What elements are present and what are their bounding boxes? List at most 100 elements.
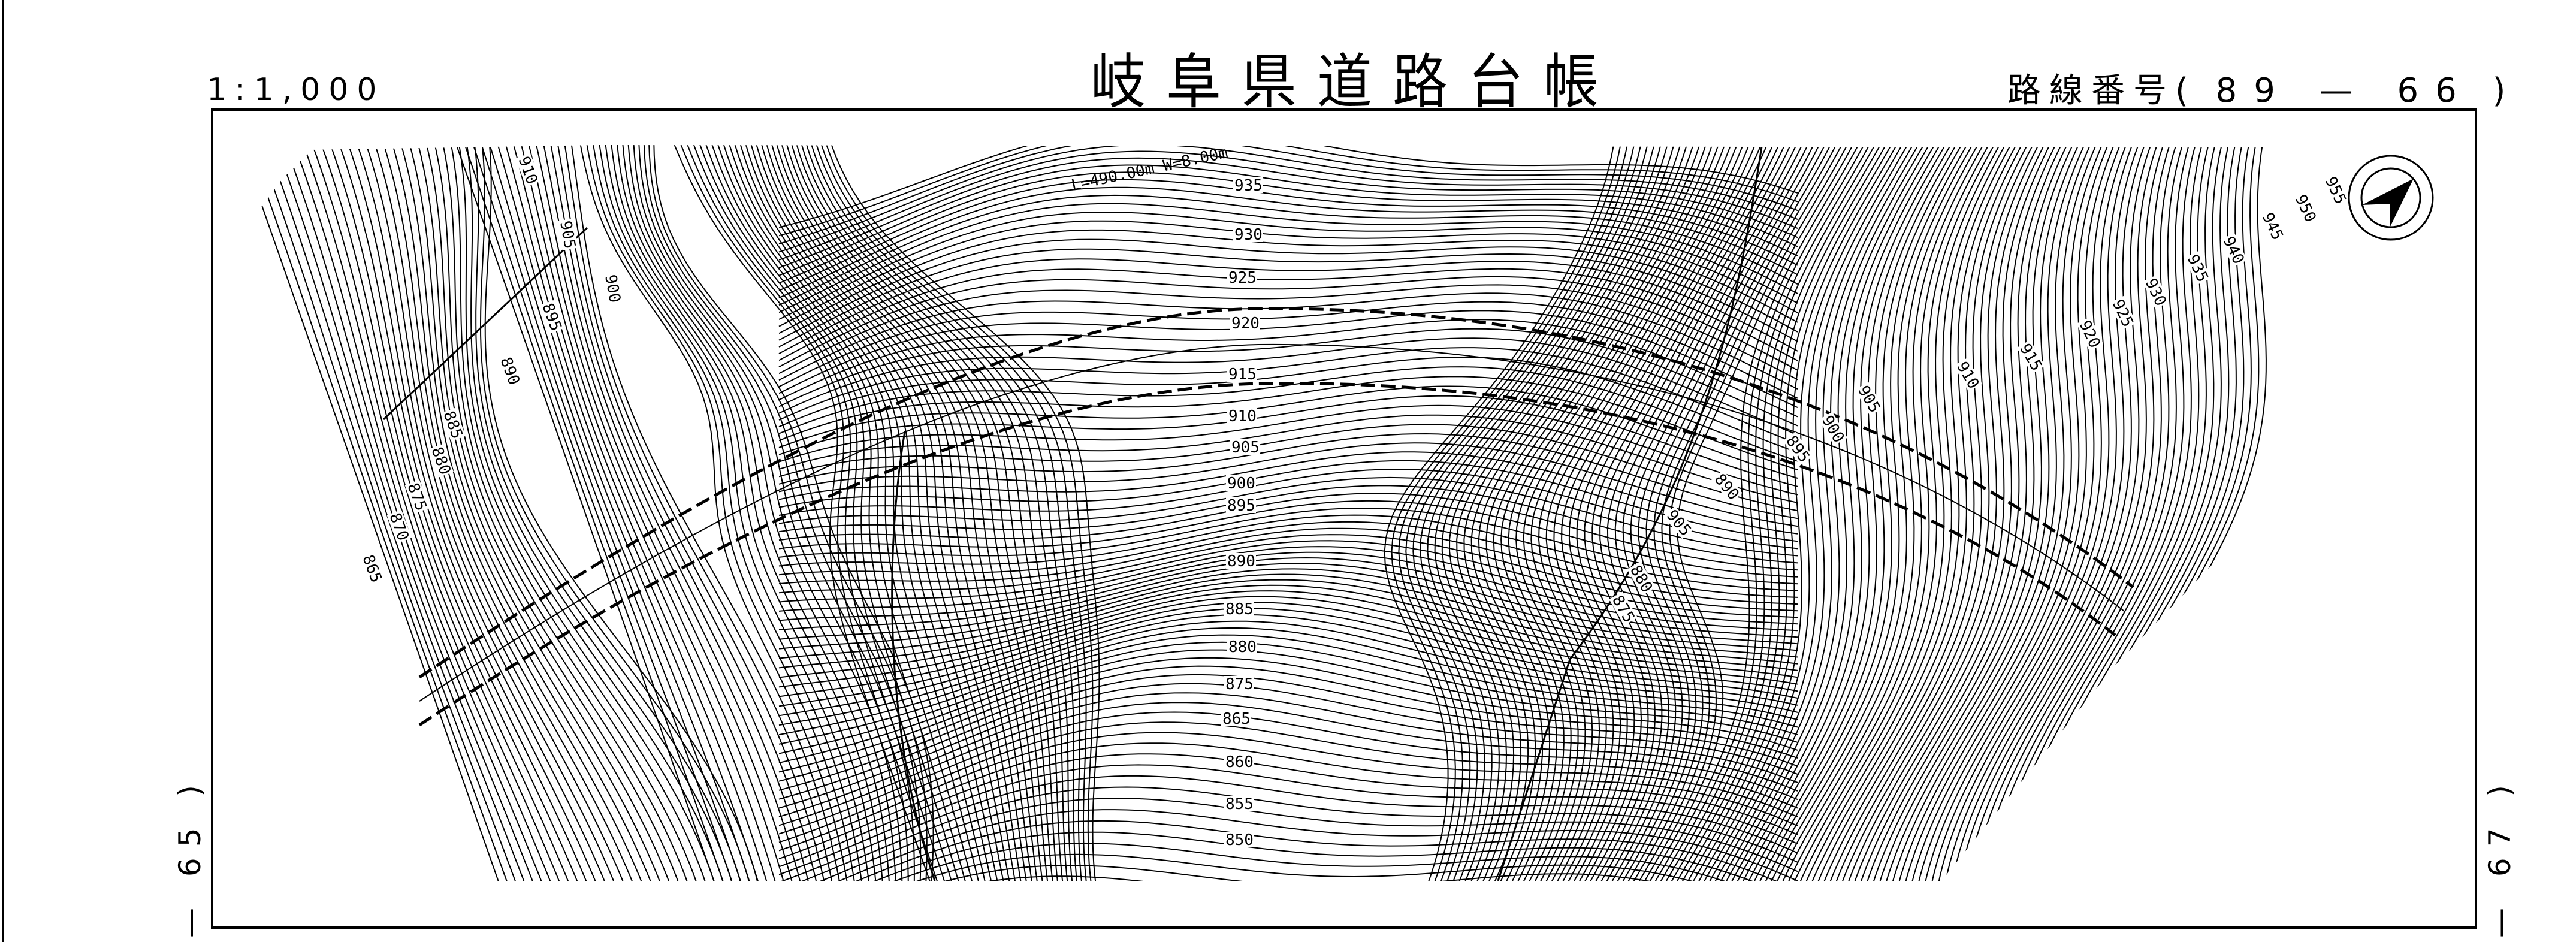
contour-line (712, 145, 990, 881)
contour-line (1530, 145, 1756, 881)
contour-line (643, 145, 922, 881)
contour-line (778, 186, 1798, 299)
contour-line (1780, 145, 2011, 881)
contour-line (1962, 145, 2167, 881)
contour-label: 905 (1231, 439, 1260, 457)
contour-label-background (497, 354, 523, 388)
contour-line (706, 145, 984, 881)
contour-line (778, 284, 1798, 381)
contour-line (788, 145, 1065, 881)
contour-label: 890 (496, 355, 523, 387)
contour-line (778, 485, 1798, 564)
contour-line (467, 145, 745, 881)
contour-line (460, 145, 739, 881)
contour-line (1991, 145, 2190, 881)
contour-label: 895 (1227, 497, 1255, 515)
contour-line (811, 145, 1089, 881)
contour-label: 890 (1227, 552, 1255, 570)
contour-line (778, 514, 1798, 591)
contour-label-background (1609, 591, 1638, 626)
contour-line (253, 145, 531, 881)
contour-line (778, 337, 1798, 436)
contour-line (1574, 145, 1801, 881)
contour-line (1405, 145, 1641, 881)
contour-line (1949, 145, 2155, 881)
contour-label-background (1227, 270, 1257, 285)
contour-lines (228, 145, 2272, 942)
contour-line (1672, 145, 1907, 881)
contour-line (1907, 145, 2121, 881)
contour-label: 880 (427, 445, 454, 477)
contour-line (778, 753, 1798, 868)
contour-line (778, 356, 1798, 454)
contour-label: 865 (1222, 710, 1251, 728)
contour-line (478, 145, 756, 881)
contour-line (1750, 145, 1984, 881)
contour-line (620, 145, 897, 881)
contour-line (778, 732, 1798, 852)
contour-line (1977, 145, 2178, 881)
contour-label-background (1783, 431, 1813, 466)
contour-label-background (2016, 340, 2046, 374)
contour-label-background (404, 479, 430, 514)
contour-line (1585, 145, 1813, 881)
contour-line (778, 258, 1798, 354)
contour-line (779, 908, 1798, 942)
road-alignment (418, 307, 2134, 727)
contour-label: 885 (1225, 600, 1254, 618)
contour-line (778, 742, 1798, 859)
contour-label-background (557, 218, 579, 250)
contour-line (288, 145, 567, 881)
contour-line (1650, 145, 1884, 881)
contour-label-background (1230, 315, 1260, 331)
contour-line (1420, 145, 1655, 881)
contour-label: 880 (1228, 638, 1257, 656)
contour-label: 935 (1234, 177, 1263, 195)
contour-line (778, 875, 1798, 881)
contour-label: 850 (1225, 831, 1254, 849)
contour-line (1855, 145, 2076, 881)
contour-line (778, 573, 1798, 659)
map-scale: 1:1,000 (207, 72, 385, 108)
contour-line (1842, 145, 2065, 881)
contour-line (406, 145, 685, 881)
contour-line (1734, 145, 1968, 881)
contour-line (389, 145, 667, 881)
contour-line (763, 145, 1041, 881)
contour-line (1661, 145, 1895, 881)
contour-line (1835, 145, 2059, 881)
contour-line (626, 145, 903, 881)
contour-line (1612, 145, 1843, 881)
contour-line (1810, 145, 2038, 881)
contour-line (1901, 145, 2115, 881)
contour-line (1722, 145, 1956, 881)
contour-label-background (1224, 676, 1254, 692)
contour-line (1639, 145, 1873, 881)
contour-line (778, 469, 1798, 550)
contour-line (778, 843, 1798, 881)
contour-label-background (1663, 506, 1695, 539)
contour-line (450, 145, 729, 881)
contour-line (511, 145, 789, 881)
contour-line (778, 292, 1798, 390)
contour-line (1677, 145, 1913, 881)
contour-label-background (515, 153, 541, 187)
contour-line (443, 145, 721, 881)
contour-label-background (1224, 754, 1254, 769)
contour-line (1792, 145, 2022, 881)
contour-line (1928, 145, 2137, 881)
contour-line (687, 145, 965, 881)
contour-line (778, 248, 1798, 348)
contour-line (1538, 145, 1763, 881)
contour-line (778, 171, 1798, 284)
route-number-close: ) (2492, 71, 2514, 110)
contour-line (778, 220, 1798, 327)
contour-line (1804, 145, 2033, 881)
contour-line (334, 145, 612, 881)
contour-line (527, 145, 805, 881)
contour-line (316, 145, 594, 881)
contour-line (1580, 145, 1807, 881)
contour-line (768, 145, 1046, 881)
contour-line (1398, 145, 1633, 881)
contour-line (1956, 145, 2161, 881)
